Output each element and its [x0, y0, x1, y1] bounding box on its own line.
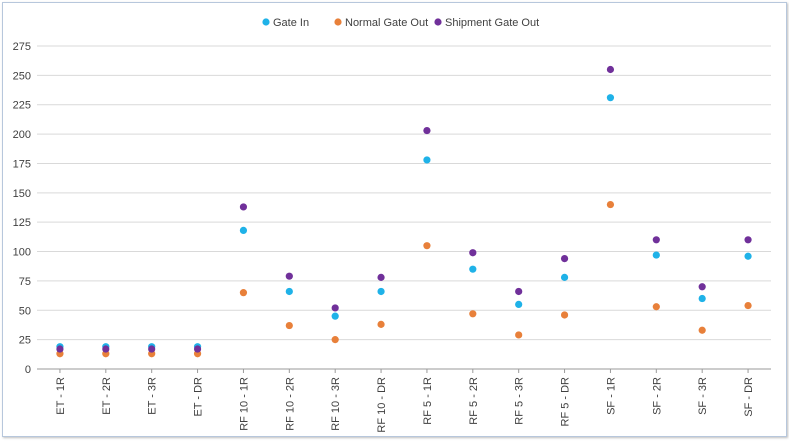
y-axis: 0 25 50 75 100 125 150 175 200 225 250 275: [13, 41, 31, 376]
point-gate-in: [744, 253, 751, 260]
point-normal-gate-out: [423, 242, 430, 249]
x-tick-label: RF 5 - 2R: [468, 377, 480, 425]
y-tick-label: 200: [13, 129, 31, 141]
point-normal-gate-out: [699, 327, 706, 334]
point-shipment-gate-out: [653, 236, 660, 243]
y-tick-label: 25: [19, 335, 31, 347]
x-tick-label: ET - 1R: [55, 377, 67, 415]
y-tick-label: 50: [19, 305, 31, 317]
point-normal-gate-out: [469, 310, 476, 317]
x-tick-label: SF - 2R: [651, 377, 663, 415]
point-normal-gate-out: [286, 322, 293, 329]
point-gate-in: [240, 227, 247, 234]
x-tick-label: SF - 1R: [605, 377, 617, 415]
y-tick-label: 225: [13, 100, 31, 112]
x-tick-label: RF 5 - 1R: [422, 377, 434, 425]
point-shipment-gate-out: [194, 345, 201, 352]
y-tick-label: 150: [13, 188, 31, 200]
point-normal-gate-out: [515, 331, 522, 338]
point-shipment-gate-out: [423, 127, 430, 134]
x-tick-label: RF 10 - 1R: [238, 377, 250, 431]
scatter-chart: Gate In Normal Gate Out Shipment Gate Out …: [3, 3, 786, 436]
data-points: [56, 66, 751, 357]
y-tick-label: 125: [13, 217, 31, 229]
y-tick-label: 250: [13, 70, 31, 82]
point-normal-gate-out: [240, 289, 247, 296]
point-shipment-gate-out: [377, 274, 384, 281]
y-tick-label: 75: [19, 276, 31, 288]
y-tick-label: 175: [13, 158, 31, 170]
legend-label: Normal Gate Out: [345, 17, 428, 29]
x-tick-label: RF 5 - DR: [560, 377, 572, 427]
point-shipment-gate-out: [699, 283, 706, 290]
x-tick-label: RF 5 - 3R: [514, 377, 526, 425]
point-normal-gate-out: [332, 336, 339, 343]
point-shipment-gate-out: [102, 345, 109, 352]
point-gate-in: [699, 295, 706, 302]
point-shipment-gate-out: [332, 304, 339, 311]
point-shipment-gate-out: [240, 203, 247, 210]
point-normal-gate-out: [561, 311, 568, 318]
point-gate-in: [607, 94, 614, 101]
x-tick-label: RF 10 - DR: [376, 377, 388, 433]
x-tick-label: ET - 2R: [101, 377, 113, 415]
point-normal-gate-out: [744, 302, 751, 309]
point-shipment-gate-out: [286, 273, 293, 280]
x-tick-label: ET - 3R: [147, 377, 159, 415]
point-shipment-gate-out: [607, 66, 614, 73]
point-shipment-gate-out: [744, 236, 751, 243]
y-tick-label: 0: [25, 364, 31, 376]
y-tick-label: 100: [13, 247, 31, 259]
point-gate-in: [653, 251, 660, 258]
point-shipment-gate-out: [56, 345, 63, 352]
point-gate-in: [286, 288, 293, 295]
legend: Gate In Normal Gate Out Shipment Gate Out: [262, 17, 539, 29]
legend-label: Shipment Gate Out: [445, 17, 539, 29]
x-tick-label: RF 10 - 2R: [284, 377, 296, 431]
point-gate-in: [469, 266, 476, 273]
point-shipment-gate-out: [561, 255, 568, 262]
y-tick-label: 275: [13, 41, 31, 53]
legend-label: Gate In: [273, 17, 309, 29]
legend-marker: [434, 18, 441, 25]
point-gate-in: [423, 156, 430, 163]
point-gate-in: [377, 288, 384, 295]
point-shipment-gate-out: [515, 288, 522, 295]
legend-marker: [334, 18, 341, 25]
x-tick-label: ET - DR: [193, 377, 205, 417]
point-normal-gate-out: [607, 201, 614, 208]
point-gate-in: [515, 301, 522, 308]
x-tick-label: RF 10 - 3R: [330, 377, 342, 431]
x-tick-label: SF - 3R: [697, 377, 709, 415]
x-axis: ET - 1R ET - 2R ET - 3R ET - DR RF 10 - 1R RF…: [55, 369, 755, 433]
x-tick-label: SF - DR: [743, 377, 755, 417]
legend-marker: [262, 18, 269, 25]
point-normal-gate-out: [653, 303, 660, 310]
point-shipment-gate-out: [148, 345, 155, 352]
gridlines: [37, 46, 771, 369]
point-shipment-gate-out: [469, 249, 476, 256]
point-normal-gate-out: [377, 321, 384, 328]
point-gate-in: [561, 274, 568, 281]
point-gate-in: [332, 313, 339, 320]
